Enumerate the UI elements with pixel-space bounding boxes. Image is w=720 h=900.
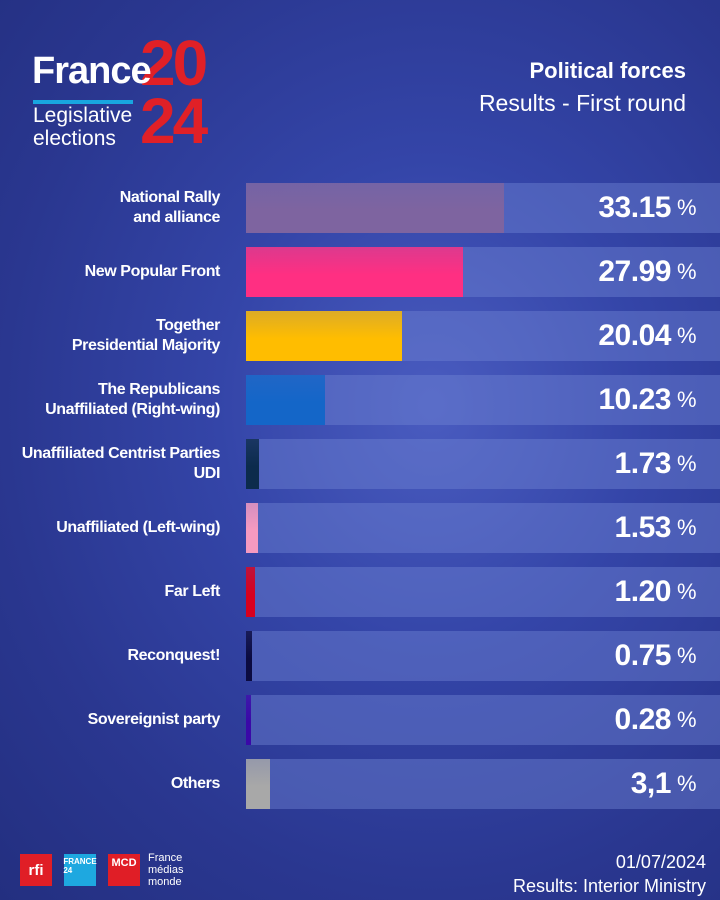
bar-row: Sovereignist party 0.28% [0,695,720,745]
fmm-logo: France médias monde [148,852,184,888]
logo-france: France [32,50,152,92]
logo-year-top: 20 [140,27,208,99]
bar [246,247,464,297]
chart-subtitle: Results - First round [478,90,686,116]
value-unit: % [676,451,697,476]
logo-year-bottom: 24 [140,85,208,157]
value-label: 0.75% [614,631,697,681]
source: Results: Interior Ministry [512,876,706,896]
bar [246,439,260,489]
value-unit: % [676,771,697,796]
bar-row: Together Presidential Majority 20.04% [0,311,720,361]
value-number: 0.75 [614,639,672,672]
logo-subtitle: Legislative elections [33,104,133,150]
value-number: 1.20 [614,575,672,608]
bar [246,311,402,361]
footer-info: 01/07/2024 Results: Interior Ministry [513,850,706,898]
chart-title: Political forces [529,58,686,83]
bar [246,183,504,233]
category-label: Unaffiliated Centrist Parties UDI [21,445,221,482]
rfi-logo: rfi [20,854,52,886]
value-label: 20.04% [598,311,696,361]
france24-small-logo: FRANCE 24 [63,854,97,886]
value-label: 1.53% [614,503,697,553]
france24-logo: 20 24 France Legislative elections [30,27,260,157]
bar-row: National Rally and alliance 33.15% [0,183,720,233]
mcd-logo: MCD [108,854,140,886]
value-unit: % [676,387,697,412]
category-label: Sovereignist party [87,711,221,728]
bar-track [246,439,720,489]
value-label: 10.23% [598,375,696,425]
bar-row: New Popular Front 27.99% [0,247,720,297]
bar-row: The Republicans Unaffiliated (Right-wing… [0,375,720,425]
value-number: 33.15 [598,191,671,224]
bar-track [246,567,720,617]
value-label: 3,1% [630,759,697,809]
bar-track [246,503,720,553]
bar [246,375,326,425]
bar [246,631,252,681]
bar [246,759,271,809]
category-label: Together Presidential Majority [71,317,220,354]
category-label: Unaffiliated (Left-wing) [56,519,220,536]
value-unit: % [676,323,697,348]
value-unit: % [676,707,697,732]
value-unit: % [676,515,697,540]
logo-underline [33,100,133,104]
bar [246,567,256,617]
bar-row: Reconquest! 0.75% [0,631,720,681]
bar-track [246,759,720,809]
bar-row: Unaffiliated (Left-wing) 1.53% [0,503,720,553]
category-label: Far Left [164,583,221,600]
bar-row: Unaffiliated Centrist Parties UDI 1.73% [0,439,720,489]
value-unit: % [676,259,697,284]
bar-track [246,695,720,745]
value-number: 3,1 [630,767,672,800]
footer-logos: rfi FRANCE 24 MCD France médias monde [20,852,183,888]
value-number: 10.23 [598,383,671,416]
bar-row: Far Left 1.20% [0,567,720,617]
value-unit: % [676,195,697,220]
value-number: 20.04 [598,319,671,352]
category-label: The Republicans Unaffiliated (Right-wing… [45,381,220,418]
value-number: 27.99 [598,255,671,288]
category-label: National Rally and alliance [119,189,221,226]
value-unit: % [676,579,697,604]
category-label: New Popular Front [84,263,221,280]
date: 01/07/2024 [615,852,706,872]
bar [246,695,251,745]
bar-track [246,631,720,681]
value-label: 27.99% [598,247,696,297]
value-label: 1.20% [614,567,697,617]
bar [246,503,258,553]
category-label: Reconquest! [127,647,221,664]
value-label: 0.28% [614,695,697,745]
bar-row: Others 3,1% [0,759,720,809]
value-unit: % [676,643,697,668]
value-number: 0.28 [614,703,672,736]
category-label: Others [170,775,221,792]
value-number: 1.53 [614,511,672,544]
value-label: 33.15% [598,183,696,233]
value-number: 1.73 [614,447,672,480]
chart-title-block: Political forces Results - First round [479,58,686,117]
value-label: 1.73% [614,439,697,489]
